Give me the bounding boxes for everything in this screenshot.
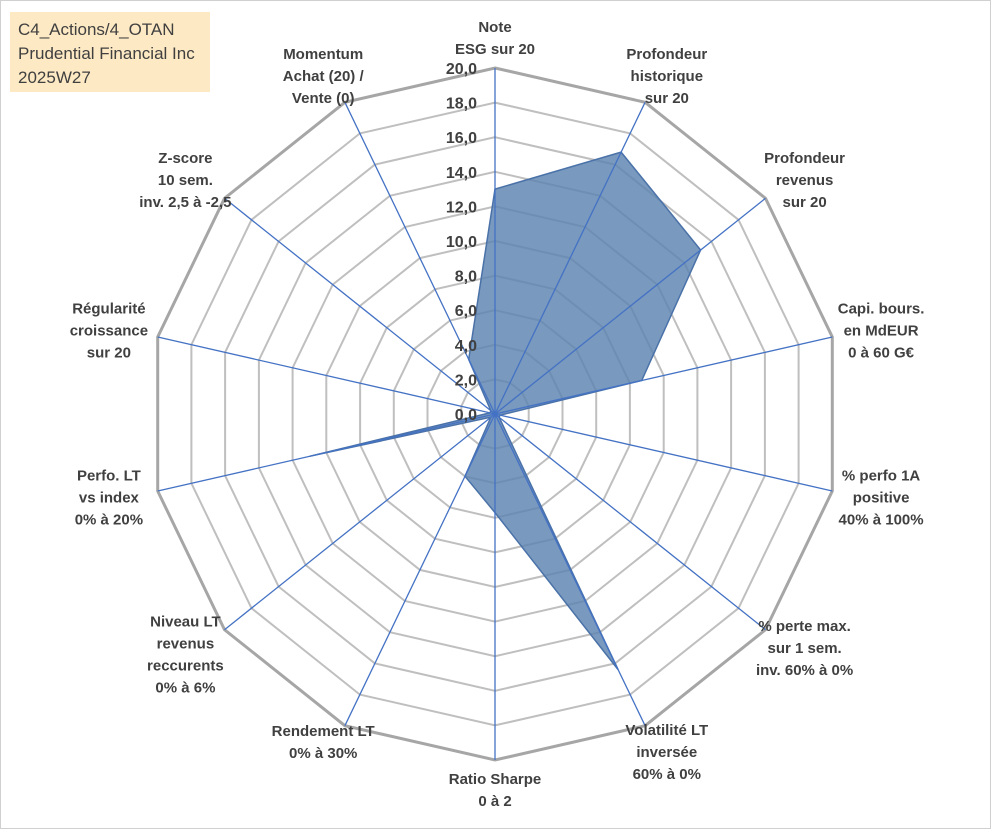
axis-label-5-line-3: 40% à 100%	[839, 511, 924, 528]
axis-label-2-line-1: Profondeur	[626, 46, 707, 63]
axis-label-9-line-1: Rendement LT	[272, 723, 375, 740]
axis-label-6-line-2: sur 1 sem.	[767, 640, 841, 657]
title-line-3: 2025W27	[18, 68, 91, 87]
tick-label-10: 20,0	[446, 61, 477, 78]
spoke-7	[494, 413, 646, 726]
spoke-14	[344, 102, 496, 415]
tick-label-2: 4,0	[455, 338, 477, 355]
axis-label-1-line-2: ESG sur 20	[455, 41, 535, 58]
axis-label-3-line-1: Profondeur	[764, 150, 845, 167]
axis-label-4-line-2: en MdEUR	[844, 323, 919, 340]
axis-label-7-line-3: 60% à 0%	[633, 766, 701, 783]
axis-label-7: Volatilité LT inversée 60% à 0%	[625, 722, 708, 783]
title-line-2: Prudential Financial Inc	[18, 44, 195, 63]
axis-label-3-line-2: revenus	[776, 172, 834, 189]
spoke-11	[157, 413, 496, 492]
axis-label-3-line-3: sur 20	[782, 194, 826, 211]
spoke-13	[224, 197, 496, 415]
tick-label-3: 6,0	[455, 303, 477, 320]
radar-spokes	[157, 68, 833, 760]
axis-label-14: Momentum Achat (20) / Vente (0)	[283, 46, 365, 107]
axis-label-9-line-2: 0% à 30%	[289, 745, 357, 762]
tick-label-0: 0,0	[455, 407, 477, 424]
axis-label-12-line-3: sur 20	[87, 345, 131, 362]
axis-label-5-line-1: % perfo 1A	[842, 467, 921, 484]
axis-label-11: Perfo. LT vs index 0% à 20%	[75, 467, 143, 528]
axis-label-8: Ratio Sharpe 0 à 2	[449, 771, 542, 810]
axis-label-8-line-1: Ratio Sharpe	[449, 771, 542, 788]
tick-label-6: 12,0	[446, 199, 477, 216]
axis-label-9: Rendement LT 0% à 30%	[272, 723, 375, 762]
axis-label-6-line-1: % perte max.	[758, 618, 851, 635]
axis-label-3: Profondeur revenus sur 20	[764, 150, 845, 211]
tick-label-7: 14,0	[446, 165, 477, 182]
axis-label-1: Note ESG sur 20	[455, 19, 535, 58]
title-line-1: C4_Actions/4_OTAN	[18, 20, 175, 39]
series-area	[309, 151, 702, 671]
axis-label-5-line-2: positive	[853, 489, 910, 506]
axis-label-13: Z-score 10 sem. inv. 2,5 à -2,5	[139, 150, 231, 211]
axis-label-10-line-1: Niveau LT	[150, 614, 221, 631]
axis-label-4: Capi. bours. en MdEUR 0 à 60 G€	[838, 301, 925, 362]
axis-label-4-line-1: Capi. bours.	[838, 301, 925, 318]
axis-label-12-line-1: Régularité	[72, 301, 145, 318]
spoke-4	[494, 336, 833, 415]
axis-label-11-line-2: vs index	[79, 489, 140, 506]
spoke-2	[494, 102, 646, 415]
axis-label-10-line-4: 0% à 6%	[155, 680, 215, 697]
radar-tick-labels: 0,0 2,0 4,0 6,0 8,0 10,0 12,0 14,0 16,0 18,0 20,0	[446, 61, 477, 424]
axis-label-11-line-3: 0% à 20%	[75, 511, 143, 528]
axis-label-8-line-2: 0 à 2	[478, 793, 511, 810]
radar-series	[309, 151, 702, 671]
axis-label-10: Niveau LT revenus reccurents 0% à 6%	[147, 614, 224, 697]
axis-label-2-line-3: sur 20	[645, 90, 689, 107]
tick-label-9: 18,0	[446, 96, 477, 113]
axis-label-6-line-3: inv. 60% à 0%	[756, 662, 853, 679]
axis-label-4-line-3: 0 à 60 G€	[848, 345, 915, 362]
spoke-9	[344, 413, 496, 726]
axis-label-11-line-1: Perfo. LT	[77, 467, 141, 484]
spoke-3	[494, 197, 766, 415]
axis-label-14-line-2: Achat (20) /	[283, 68, 365, 85]
axis-label-12-line-2: croissance	[70, 323, 148, 340]
axis-label-5: % perfo 1A positive 40% à 100%	[839, 467, 924, 528]
axis-label-13-line-1: Z-score	[158, 150, 212, 167]
spoke-6	[494, 413, 766, 631]
axis-label-10-line-3: reccurents	[147, 658, 224, 675]
spoke-12	[157, 336, 496, 415]
tick-label-4: 8,0	[455, 269, 477, 286]
tick-label-8: 16,0	[446, 130, 477, 147]
axis-label-2-line-2: historique	[631, 68, 704, 85]
axis-label-12: Régularité croissance sur 20	[70, 301, 148, 362]
axis-label-7-line-1: Volatilité LT	[625, 722, 708, 739]
spoke-10	[224, 413, 496, 631]
axis-label-14-line-1: Momentum	[283, 46, 363, 63]
axis-label-2: Profondeur historique sur 20	[626, 46, 707, 107]
axis-label-10-line-2: revenus	[157, 636, 215, 653]
tick-label-5: 10,0	[446, 234, 477, 251]
axis-label-6: % perte max. sur 1 sem. inv. 60% à 0%	[756, 618, 853, 679]
radar-axis-labels: Note ESG sur 20 Profondeur historique sur 20…	[70, 19, 925, 810]
axis-label-7-line-2: inversée	[636, 744, 697, 761]
tick-label-1: 2,0	[455, 372, 477, 389]
chart-title-box: C4_Actions/4_OTAN Prudential Financial I…	[10, 12, 210, 92]
axis-label-14-line-3: Vente (0)	[292, 90, 355, 107]
axis-label-13-line-3: inv. 2,5 à -2,5	[139, 194, 231, 211]
axis-label-1-line-1: Note	[478, 19, 511, 36]
spoke-5	[494, 413, 833, 492]
axis-label-13-line-2: 10 sem.	[158, 172, 213, 189]
